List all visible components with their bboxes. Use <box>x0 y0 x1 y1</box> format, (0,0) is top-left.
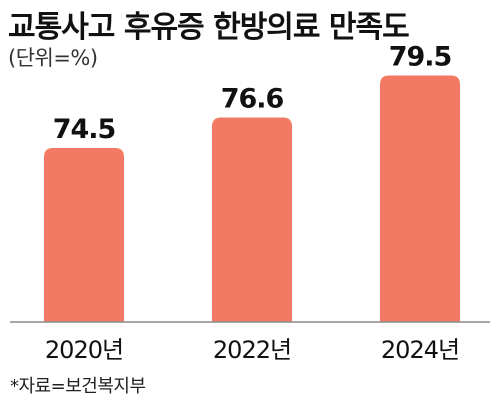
x-tick-label: 2022년 <box>213 336 291 364</box>
bar-2024년 <box>380 75 460 322</box>
source-note: *자료=보건복지부 <box>10 376 146 397</box>
value-label: 79.5 <box>389 42 452 73</box>
x-tick-label: 2024년 <box>381 336 459 364</box>
chart-unit-subtitle: (단위=%) <box>8 46 98 70</box>
value-label: 74.5 <box>53 114 116 145</box>
value-label: 76.6 <box>221 84 284 115</box>
x-tick-label: 2020년 <box>45 336 123 364</box>
bar-2022년 <box>212 117 292 322</box>
bar-2020년 <box>44 148 124 322</box>
chart-title: 교통사고 후유증 한방의료 만족도 <box>8 10 410 45</box>
